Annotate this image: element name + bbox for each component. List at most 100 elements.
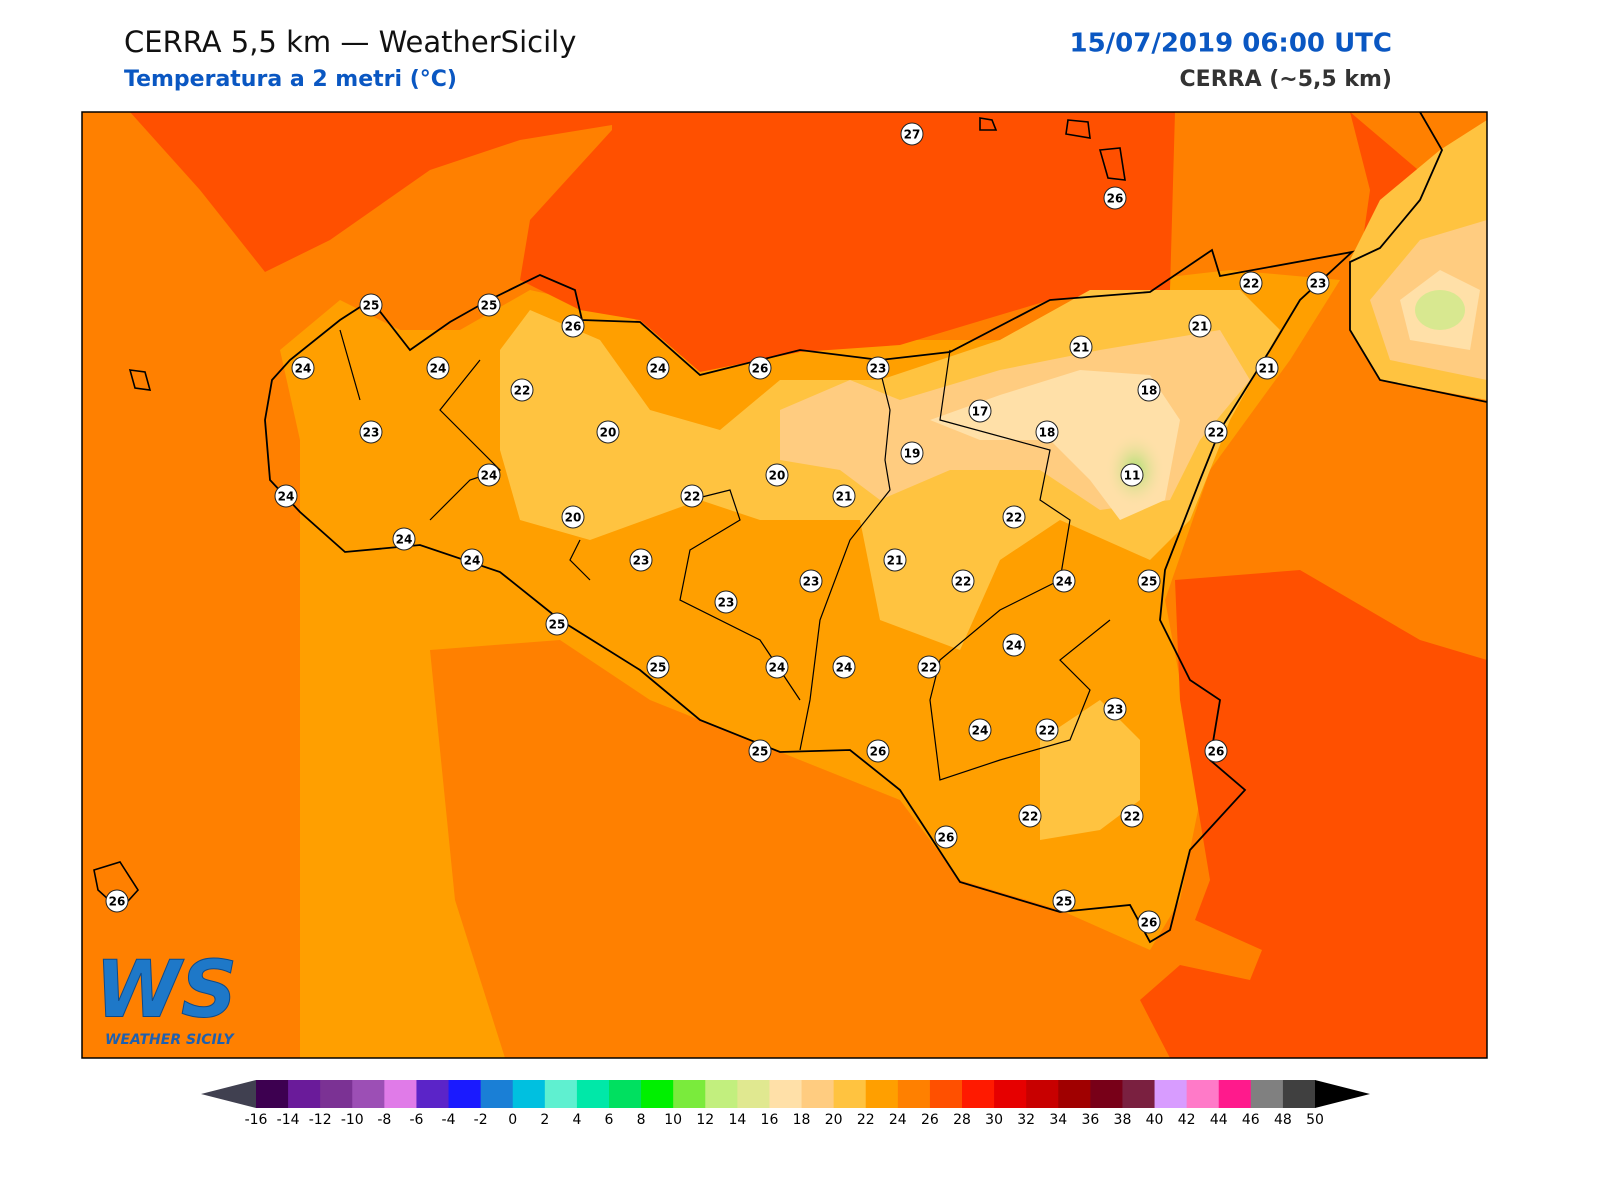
station-marker xyxy=(917,655,941,679)
colorbar-tick-label: 22 xyxy=(857,1112,875,1128)
stations: 27 26 25 25 26 24 24 24 26 23 21 21 22 23 21 22 18 17 23 20… xyxy=(105,122,1330,934)
station-value: 24 xyxy=(1006,639,1023,653)
station-value: 25 xyxy=(1141,575,1158,589)
station-marker xyxy=(105,889,129,913)
station-marker xyxy=(832,655,856,679)
station-value: 18 xyxy=(1039,426,1056,440)
field xyxy=(1040,700,1140,840)
station-value: 25 xyxy=(752,745,769,759)
station-marker xyxy=(646,356,670,380)
station-marker xyxy=(274,484,298,508)
coastline xyxy=(1349,112,1487,403)
station-marker xyxy=(1120,804,1144,828)
station-marker xyxy=(866,356,890,380)
station-marker xyxy=(1188,314,1212,338)
coastline xyxy=(264,248,1355,944)
colorbar-tick-label: -12 xyxy=(309,1112,332,1128)
station-value: 23 xyxy=(870,362,887,376)
colorbar-tick-label: 32 xyxy=(1017,1112,1035,1128)
logo-name: WEATHER SICILY xyxy=(105,1032,236,1048)
colorbar-segment xyxy=(962,1080,995,1108)
colorbar-tick-label: 8 xyxy=(637,1112,646,1128)
station-value: 24 xyxy=(396,533,413,547)
colorbar-segment xyxy=(1250,1080,1284,1108)
station-marker xyxy=(748,739,772,763)
station-value: 22 xyxy=(1006,511,1023,525)
station-value: 25 xyxy=(1056,895,1073,909)
colorbar-extend-high xyxy=(1315,1080,1370,1108)
station-value: 26 xyxy=(565,320,582,334)
map: 27 26 25 25 26 24 24 24 26 23 21 21 22 23 21 22 18 17 23 20… xyxy=(82,112,1487,1058)
colorbar-segment xyxy=(1282,1080,1316,1108)
station-value: 23 xyxy=(633,554,650,568)
station-marker xyxy=(968,399,992,423)
station-value: 26 xyxy=(1107,192,1124,206)
station-value: 18 xyxy=(1141,384,1158,398)
colorbar-segment xyxy=(256,1080,289,1108)
logo: WS WEATHER SICILY xyxy=(95,945,238,1048)
source: CERRA (~5,5 km) xyxy=(1180,67,1392,92)
station-value: 24 xyxy=(430,362,447,376)
colorbar-segment xyxy=(352,1080,385,1108)
station-value: 23 xyxy=(363,426,380,440)
colorbar-segment xyxy=(801,1080,835,1108)
colorbar-segment xyxy=(769,1080,803,1108)
station-marker xyxy=(1052,889,1076,913)
station-marker xyxy=(1069,335,1093,359)
station-marker xyxy=(1204,739,1228,763)
station-marker xyxy=(1120,463,1144,487)
colorbar-segment xyxy=(416,1080,450,1108)
colorbar-segment xyxy=(833,1080,867,1108)
station-marker xyxy=(1306,271,1330,295)
station-value: 22 xyxy=(1039,724,1056,738)
station-value: 23 xyxy=(718,596,735,610)
station-marker xyxy=(1018,804,1042,828)
station-value: 22 xyxy=(514,384,531,398)
colorbar-segment xyxy=(512,1080,546,1108)
colorbar-tick-label: 0 xyxy=(508,1112,517,1128)
station-value: 23 xyxy=(803,575,820,589)
station-marker xyxy=(1002,505,1026,529)
colorbar-segment xyxy=(897,1080,931,1108)
station-value: 24 xyxy=(836,661,853,675)
subtitle: Temperatura a 2 metri (°C) xyxy=(124,67,457,92)
station-value: 24 xyxy=(972,724,989,738)
date: 15/07/2019 06:00 UTC xyxy=(1069,29,1392,59)
station-marker xyxy=(1255,356,1279,380)
colorbar-tick-label: 48 xyxy=(1274,1112,1292,1128)
colorbar-segment xyxy=(480,1080,514,1108)
colorbar-segment xyxy=(673,1080,706,1108)
colorbar-segment xyxy=(288,1080,321,1108)
colorbar-tick-label: 2 xyxy=(540,1112,549,1128)
station-marker xyxy=(545,612,569,636)
colorbar-tick-label: -14 xyxy=(277,1112,300,1128)
colorbar-tick-label: 16 xyxy=(761,1112,779,1128)
colorbar-tick-label: 20 xyxy=(825,1112,843,1128)
station-marker xyxy=(680,484,704,508)
colorbar-extend-low xyxy=(201,1080,256,1108)
station-marker xyxy=(460,548,484,572)
station-marker xyxy=(714,590,738,614)
field xyxy=(1415,290,1465,330)
station-value: 22 xyxy=(1124,810,1141,824)
station-value: 25 xyxy=(363,299,380,313)
colorbar: -16 -14 -12 -10 -8 -6 -4 -2 0 2 4 6 8 10 12 14 16 18 20 22 2… xyxy=(201,1080,1370,1128)
station-value: 27 xyxy=(904,128,921,142)
title: CERRA 5,5 km — WeatherSicily xyxy=(124,25,576,59)
colorbar-segment xyxy=(576,1080,610,1108)
station-value: 22 xyxy=(684,490,701,504)
station-value: 22 xyxy=(1208,426,1225,440)
station-marker xyxy=(866,739,890,763)
station-marker xyxy=(359,293,383,317)
station-value: 20 xyxy=(565,511,582,525)
colorbar-tick-label: 12 xyxy=(696,1112,714,1128)
station-value: 19 xyxy=(904,447,921,461)
station-value: 26 xyxy=(938,831,955,845)
station-value: 21 xyxy=(887,554,904,568)
colorbar-tick-label: -16 xyxy=(245,1112,268,1128)
colorbar-segment xyxy=(448,1080,482,1108)
station-value: 22 xyxy=(955,575,972,589)
station-marker xyxy=(477,293,501,317)
station-value: 24 xyxy=(295,362,312,376)
